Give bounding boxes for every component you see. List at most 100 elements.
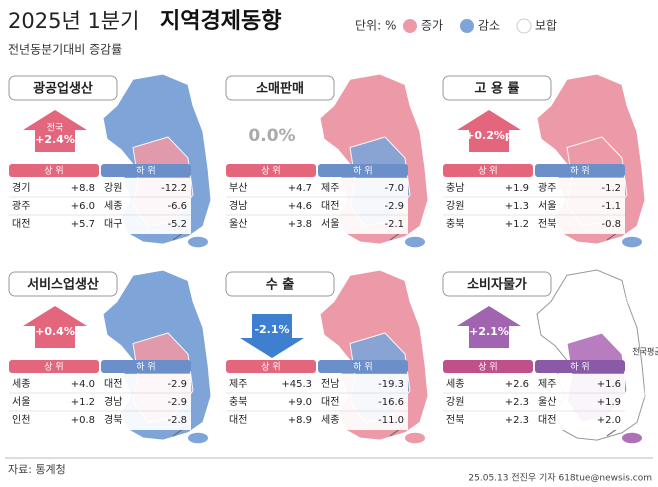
region: 전남	[321, 378, 339, 390]
table-header	[535, 360, 625, 373]
region: 세종	[321, 414, 339, 426]
region: 광주	[538, 182, 556, 194]
value: +5.7	[71, 219, 95, 230]
source: 자료: 통계청	[8, 463, 66, 476]
value: +4.7	[288, 183, 312, 194]
value: +8.9	[288, 415, 312, 426]
region: 대전	[538, 414, 556, 426]
region: 서울	[321, 218, 339, 230]
value: +3.8	[288, 219, 312, 230]
value: +6.0	[71, 201, 95, 212]
arrow	[23, 110, 87, 152]
map-jeju	[188, 236, 208, 248]
region: 대전	[321, 396, 339, 408]
value: -2.8	[167, 415, 187, 426]
table-body	[9, 374, 191, 430]
national-value: +2.4%	[35, 133, 75, 146]
value: -2.9	[167, 397, 187, 408]
panel: 소매판매 0.0% 상 위 하 위부산 +4.7 제주 -7.0 경남 +4.6 대전 -2.9 울산…	[225, 73, 429, 248]
region: 경기	[12, 181, 30, 194]
region: 대구	[104, 218, 122, 230]
map-label: 전국평균	[632, 346, 658, 356]
region: 세종	[104, 200, 122, 212]
table-body	[226, 178, 408, 234]
value: +4.6	[288, 201, 312, 212]
region: 부산	[229, 182, 247, 194]
map-jeju	[622, 432, 642, 444]
value: +1.9	[505, 183, 529, 194]
region: 제주	[229, 378, 247, 390]
table-header-text: 상 위	[261, 166, 280, 177]
unit: 단위: %	[355, 19, 396, 33]
value: -1.2	[601, 183, 621, 194]
value: +2.3	[505, 415, 529, 426]
map-jeju	[405, 236, 425, 248]
panel-title: 광공업생산	[33, 81, 93, 97]
region: 경남	[104, 395, 122, 408]
title-main: 지역경제동향	[160, 9, 281, 34]
table-header-text: 상 위	[44, 362, 63, 373]
table-header-text: 하 위	[570, 166, 589, 177]
value: -0.8	[601, 219, 621, 230]
table-header	[318, 360, 408, 373]
region: 제주	[538, 378, 556, 390]
legend-swatch	[460, 19, 474, 33]
region: 경북	[104, 413, 122, 426]
value: -2.1	[384, 219, 404, 230]
table-header	[443, 360, 533, 373]
table-header-text: 하 위	[353, 362, 372, 373]
value: +1.2	[505, 219, 529, 230]
panel-title: 고 용 률	[475, 81, 520, 97]
panel-title: 수 출	[266, 277, 294, 293]
arrow	[23, 306, 87, 348]
national-value: +0.4%	[35, 325, 75, 338]
region: 울산	[229, 218, 247, 230]
value: -6.6	[167, 201, 187, 212]
region: 경남	[229, 199, 247, 212]
panel: 서비스업생산 +0.4% 상 위 하 위세종 +4.0 대전 -2.9 서울 +1.2 경남 -2.…	[8, 269, 212, 444]
region: 충남	[446, 182, 464, 194]
table-header	[9, 360, 99, 373]
panel-title: 서비스업생산	[27, 277, 99, 293]
table-header-text: 하 위	[136, 166, 155, 177]
panel-title-box	[8, 75, 118, 101]
panel-title-box	[8, 271, 118, 297]
map-label: 평균미만	[617, 388, 647, 398]
table-header-text: 하 위	[353, 166, 372, 177]
value: -1.1	[601, 201, 621, 212]
national-value: +0.2%p	[465, 129, 513, 142]
region: 전북	[538, 218, 556, 230]
legend-label: 증가	[421, 19, 443, 33]
map-jeju	[405, 432, 425, 444]
region: 강원	[446, 396, 464, 408]
national-value: +2.1%	[469, 325, 509, 338]
region: 서울	[12, 396, 30, 408]
panel-title-box	[442, 75, 552, 101]
value: +9.0	[288, 397, 312, 408]
legend-swatch	[403, 19, 417, 33]
value: +1.3	[505, 201, 529, 212]
region: 충북	[446, 218, 464, 230]
table-header-text: 상 위	[261, 362, 280, 373]
table-header	[9, 164, 99, 177]
region: 광주	[12, 200, 30, 212]
value: +8.8	[71, 183, 95, 194]
subtitle: 전년동분기대비 증감률	[8, 43, 122, 57]
table-body	[443, 178, 625, 234]
table-header	[443, 164, 533, 177]
table-header	[535, 164, 625, 177]
region: 대전	[12, 218, 30, 230]
arrow	[457, 306, 521, 348]
table-header	[101, 164, 191, 177]
value: -12.2	[161, 183, 187, 194]
region: 세종	[446, 378, 464, 390]
region: 강원	[446, 200, 464, 212]
value: +1.9	[597, 397, 621, 408]
map-label: 평균초과	[617, 294, 647, 304]
map-jeju	[188, 432, 208, 444]
region: 대전	[321, 200, 339, 212]
arrow	[457, 110, 521, 152]
value: +45.3	[281, 379, 312, 390]
